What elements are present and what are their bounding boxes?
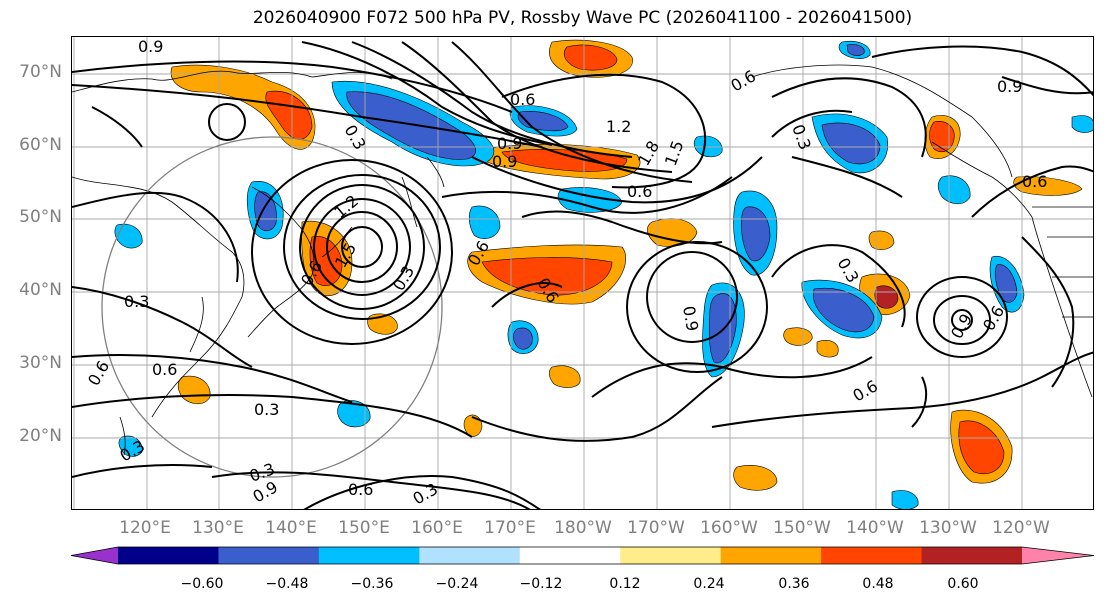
lon-label-170w: 170°W <box>627 518 685 538</box>
colorbar-cell <box>620 547 722 564</box>
colorbar-cell <box>318 547 420 564</box>
colorbar-cell <box>218 547 320 564</box>
lat-label-20n: 20°N <box>19 426 62 446</box>
colorbar-label: 0.60 <box>947 576 979 592</box>
contour-label: 0.6 <box>510 90 535 109</box>
map-panel: 0.9 0.3 0.6 1.2 1.8 1.5 0.9 0.6 0.3 1.2 … <box>71 36 1094 510</box>
contour-label: 1.5 <box>661 138 688 168</box>
lon-label-180w: 180°W <box>554 518 612 538</box>
colorbar-cell <box>519 547 621 564</box>
colorbar-label: −0.12 <box>519 576 563 592</box>
contour-label: 0.6 <box>728 66 760 95</box>
lat-label-60n: 60°N <box>19 135 62 155</box>
colorbar-label: −0.48 <box>265 576 309 592</box>
lon-label-130e: 130°E <box>192 518 244 538</box>
contour-label: 0.9 <box>138 37 163 56</box>
contour-label: 0.9 <box>997 77 1022 96</box>
contour-label: 0.6 <box>84 357 113 389</box>
colorbar-label: 0.12 <box>609 576 641 592</box>
colorbar-label: 0.24 <box>693 576 725 592</box>
contour-label: 0.6 <box>1022 172 1047 191</box>
colorbar-outline <box>70 546 1095 565</box>
lon-label-170e: 170°E <box>484 518 536 538</box>
contour-label: 0.9 <box>492 152 517 171</box>
contour-label: 0.3 <box>834 255 863 287</box>
colorbar-label: −0.60 <box>180 576 224 592</box>
coastlines <box>72 64 1093 456</box>
colorbar-cells <box>70 546 1095 565</box>
lon-label-150w: 150°W <box>773 518 831 538</box>
lon-label-160e: 160°E <box>411 518 463 538</box>
map-title: 2026040900 F072 500 hPa PV, Rossby Wave … <box>252 8 913 28</box>
colorbar-label: 0.36 <box>778 576 810 592</box>
colorbar <box>70 546 1095 565</box>
colorbar-label: 0.48 <box>862 576 894 592</box>
lat-label-40n: 40°N <box>19 280 62 300</box>
contour-label: 0.6 <box>348 480 373 499</box>
contour-label: 0.6 <box>627 182 652 201</box>
lon-label-120e: 120°E <box>119 518 171 538</box>
contour-label: 0.3 <box>389 262 418 294</box>
lon-label-120w: 120°W <box>992 518 1050 538</box>
contour-label: 0.9 <box>679 304 702 332</box>
contour-label: 0.3 <box>254 400 279 419</box>
lon-label-130w: 130°W <box>919 518 977 538</box>
lat-label-30n: 30°N <box>19 353 62 373</box>
colorbar-cell <box>419 547 521 564</box>
contour-label: 0.9 <box>497 134 522 153</box>
lon-label-140w: 140°W <box>846 518 904 538</box>
lon-label-160w: 160°W <box>700 518 758 538</box>
radius-circle <box>101 136 443 478</box>
colorbar-cell <box>821 547 923 564</box>
colorbar-cell <box>118 547 219 564</box>
pv-anomaly-shading <box>114 39 1093 509</box>
colorbar-extend-low <box>71 547 118 564</box>
contour-label: 0.6 <box>152 360 177 379</box>
lon-label-140e: 140°E <box>265 518 317 538</box>
contour-label: 0.3 <box>124 292 149 311</box>
colorbar-extend-high <box>1022 547 1094 564</box>
lon-label-150e: 150°E <box>338 518 390 538</box>
colorbar-cell <box>921 547 1023 564</box>
contour-label: 1.2 <box>330 191 362 222</box>
colorbar-cell <box>720 547 822 564</box>
colorbar-label: −0.36 <box>350 576 394 592</box>
contour-label: 0.3 <box>788 122 815 152</box>
pv-contours <box>72 41 1093 509</box>
graticule <box>72 37 1093 509</box>
colorbar-label: −0.24 <box>435 576 479 592</box>
pv-map: 0.9 0.3 0.6 1.2 1.8 1.5 0.9 0.6 0.3 1.2 … <box>72 37 1093 509</box>
lat-label-70n: 70°N <box>19 62 62 82</box>
lat-label-50n: 50°N <box>19 207 62 227</box>
contour-label: 1.2 <box>606 117 631 136</box>
